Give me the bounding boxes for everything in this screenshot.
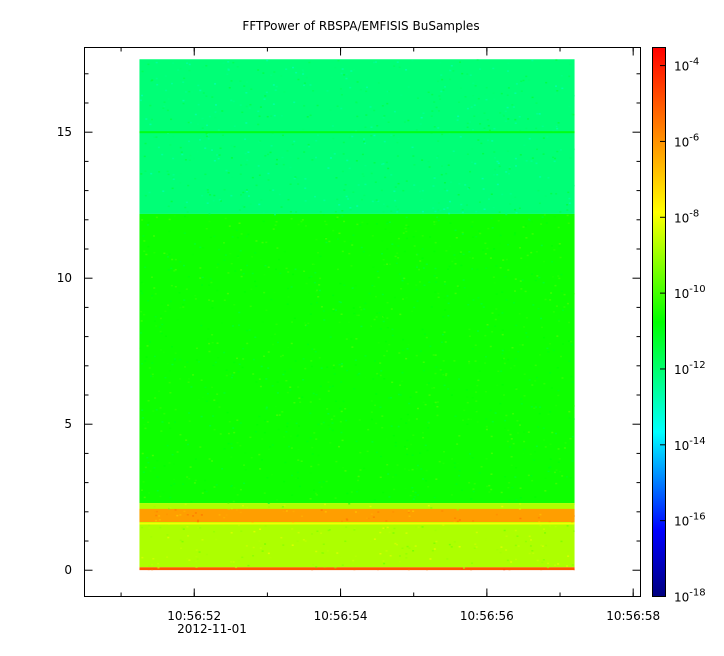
y-tick-label: 10 — [57, 271, 72, 285]
spectral-line-0 — [139, 131, 575, 134]
spectral-band-4 — [139, 567, 575, 571]
colorbar-tick-label: 10-18 — [674, 588, 706, 605]
colorbar-gradient — [652, 47, 666, 597]
spectral-line-1 — [139, 522, 575, 525]
x-tick-label: 10:56:56 — [460, 609, 514, 623]
colorbar-tick-label: 10-4 — [674, 57, 699, 74]
x-tick-label: 10:56:52 — [167, 609, 221, 623]
x-tick-label: 10:56:58 — [606, 609, 660, 623]
spectrogram-heatmap — [139, 59, 575, 571]
spectral-band-1 — [139, 213, 575, 504]
x-axis-date-label: 2012-11-01 — [177, 622, 247, 636]
y-tick-label: 0 — [64, 563, 72, 577]
spectrogram-panel[interactable]: 10:56:52 10:56:54 10:56:56 10:56:58 051015 … — [57, 47, 660, 637]
x-tick-label: 10:56:54 — [314, 609, 368, 623]
spectral-band-3 — [139, 508, 575, 523]
chart-title: FFTPower of RBSPA/EMFISIS BuSamples — [242, 19, 479, 33]
y-tick-label: 5 — [64, 417, 72, 431]
y-axis: 0 5 10 15 — [57, 73, 641, 577]
y-tick-label: 15 — [57, 125, 72, 139]
colorbar-ticks: 10-4 10-6 10-8 10-10 10-12 10-14 10-16 10-18 — [660, 57, 706, 605]
colorbar-tick-label: 10-6 — [674, 132, 699, 149]
colorbar-tick-label: 10-12 — [674, 360, 706, 377]
colorbar[interactable]: 10-4 10-6 10-8 10-10 10-12 10-14 10-16 10-18 — [652, 47, 706, 605]
spectral-band-0 — [139, 59, 575, 214]
x-axis: 10:56:52 10:56:54 10:56:56 10:56:58 — [120, 47, 660, 623]
colorbar-tick-label: 10-8 — [674, 208, 699, 225]
colorbar-tick-label: 10-10 — [674, 284, 706, 301]
colorbar-tick-label: 10-16 — [674, 512, 706, 529]
colorbar-tick-label: 10-14 — [674, 436, 706, 453]
